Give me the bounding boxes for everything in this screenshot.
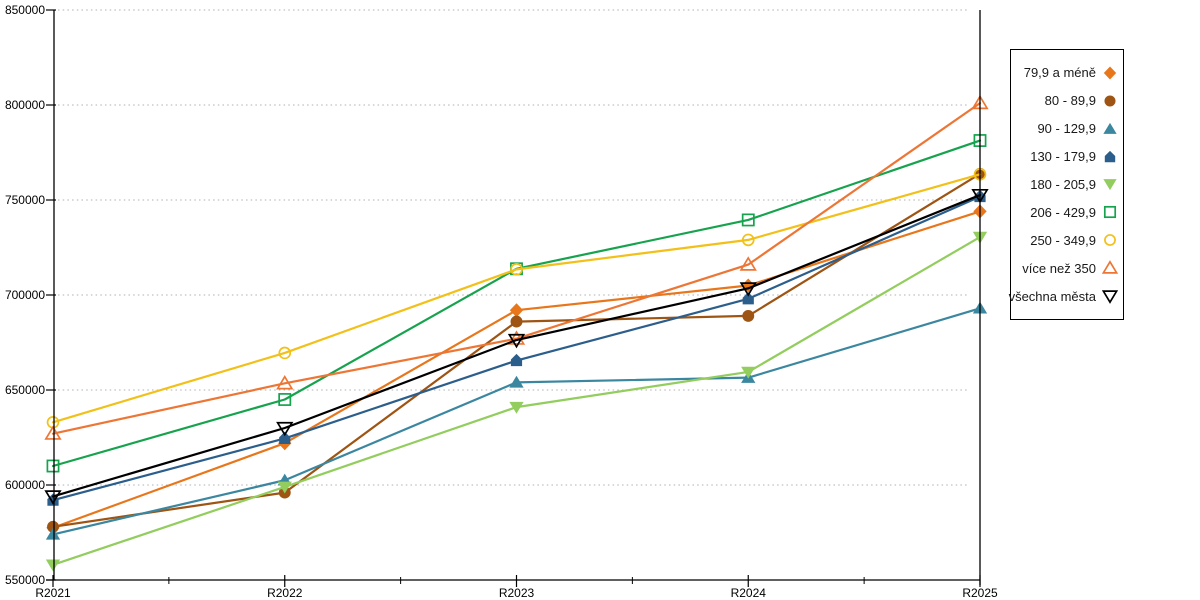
- legend-item: 90 - 129,9: [1013, 121, 1118, 137]
- data-point-marker: [741, 366, 756, 379]
- data-point-marker: [277, 481, 292, 494]
- triangle-up-marker-icon: [1102, 260, 1118, 274]
- data-point-marker: [510, 353, 523, 367]
- data-point-marker: [276, 375, 294, 390]
- legend-item: více než 350: [1013, 260, 1118, 276]
- series-line: [51, 307, 982, 536]
- data-point-marker: [741, 213, 755, 227]
- legend-item: všechna města: [1009, 288, 1118, 304]
- x-axis-tick-label: R2021: [35, 586, 71, 600]
- data-point-marker: [510, 263, 523, 276]
- data-point-marker: [279, 431, 291, 445]
- legend-item-label: všechna města: [1008, 288, 1096, 304]
- data-point-marker: [47, 520, 59, 533]
- triangle-up-marker-glyph: [1102, 260, 1118, 274]
- series-line: [51, 193, 982, 498]
- legend-item: 180 - 205,9: [1013, 176, 1118, 192]
- x-axis-tick-label: R2023: [499, 586, 535, 600]
- circle-marker-icon: [1104, 95, 1116, 107]
- data-point-marker: [509, 375, 524, 388]
- data-point-marker: [742, 309, 755, 322]
- circle-marker-glyph: [1104, 234, 1116, 247]
- data-point-marker: [741, 233, 755, 247]
- data-point-marker: [44, 425, 62, 440]
- triangle-up-marker-icon: [1103, 122, 1117, 134]
- chart-legend: 79,9 a méně 80 - 89,9 90 - 129,9 130 - 179,…: [1009, 49, 1124, 320]
- triangle-down-marker-icon: [1103, 179, 1117, 191]
- legend-item: 130 - 179,9: [1013, 149, 1118, 165]
- legend-item: 206 - 429,9: [1013, 204, 1118, 220]
- y-axis-tick-label: 850000: [5, 3, 45, 17]
- legend-item-label: více než 350: [1022, 260, 1096, 276]
- data-point-marker: [45, 527, 61, 540]
- data-point-marker: [278, 393, 292, 406]
- triangle-up-marker-glyph: [1103, 122, 1117, 134]
- legend-item-label: 180 - 205,9: [1030, 176, 1096, 192]
- y-axis-tick-label: 750000: [5, 193, 45, 207]
- legend-item-label: 130 - 179,9: [1030, 149, 1096, 165]
- legend-item-label: 79,9 a méně: [1023, 65, 1096, 81]
- legend-item-label: 90 - 129,9: [1037, 121, 1096, 137]
- legend-item-label: 206 - 429,9: [1030, 204, 1096, 220]
- legend-item: 79,9 a méně: [1013, 65, 1118, 81]
- data-point-marker: [742, 292, 754, 305]
- y-axis-tick-label: 800000: [5, 98, 45, 112]
- diamond-marker-glyph: [1103, 66, 1117, 80]
- series-line: [51, 101, 982, 435]
- circle-marker-icon: [1104, 234, 1116, 247]
- data-point-marker: [739, 282, 757, 297]
- legend-item-label: 250 - 349,9: [1030, 232, 1096, 248]
- square-marker-icon: [1103, 206, 1117, 219]
- data-point-marker: [507, 330, 526, 345]
- data-point-marker: [510, 315, 523, 328]
- series-line: [51, 235, 982, 566]
- data-point-marker: [278, 346, 292, 360]
- y-axis-tick-label: 700000: [5, 288, 45, 302]
- triangle-down-marker-glyph: [1102, 290, 1118, 304]
- y-axis-tick-label: 550000: [5, 573, 45, 587]
- x-axis-tick-label: R2022: [267, 586, 303, 600]
- square-marker-glyph: [1103, 206, 1117, 219]
- legend-item-label: 80 - 89,9: [1044, 93, 1096, 109]
- y-axis-tick-label: 600000: [5, 478, 45, 492]
- series-line: [51, 173, 982, 424]
- pentagon-marker-icon: [1104, 150, 1116, 162]
- triangle-down-marker-glyph: [1103, 179, 1117, 191]
- triangle-down-marker-icon: [1102, 290, 1118, 304]
- data-point-marker: [509, 303, 524, 318]
- data-point-marker: [507, 333, 526, 349]
- data-point-marker: [45, 559, 61, 572]
- legend-item: 250 - 349,9: [1013, 232, 1118, 248]
- data-point-marker: [44, 490, 62, 505]
- diamond-marker-icon: [1103, 66, 1117, 80]
- data-point-marker: [509, 401, 524, 414]
- data-point-marker: [739, 256, 757, 271]
- legend-item: 80 - 89,9: [1013, 93, 1118, 109]
- x-axis-tick-label: R2024: [731, 586, 767, 600]
- circle-marker-glyph: [1104, 95, 1116, 107]
- pentagon-marker-glyph: [1104, 150, 1116, 162]
- data-point-marker: [276, 421, 294, 437]
- x-axis-tick-label: R2025: [962, 586, 998, 600]
- y-axis-tick-label: 650000: [5, 383, 45, 397]
- data-point-marker: [46, 459, 60, 473]
